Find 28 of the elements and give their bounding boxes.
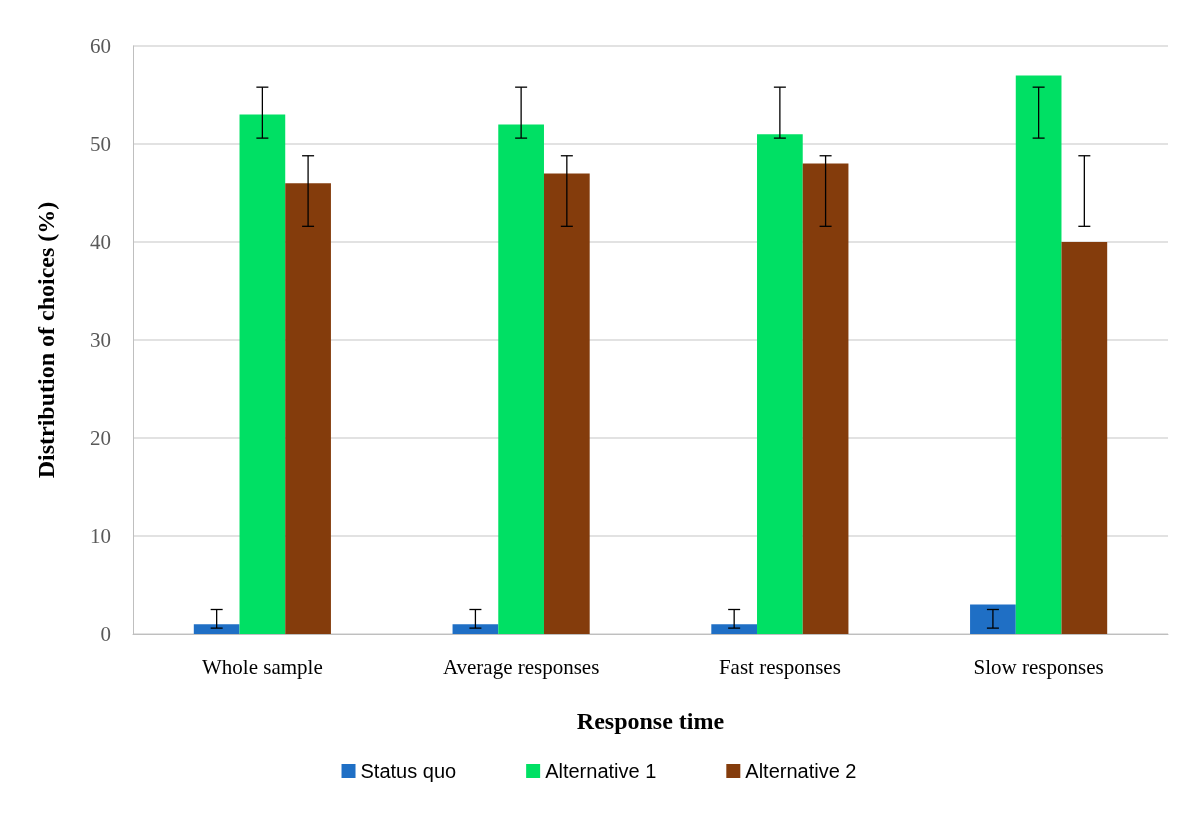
bar	[757, 134, 803, 634]
bar	[498, 124, 544, 634]
bar	[285, 183, 331, 634]
y-axis-title: Distribution of choices (%)	[33, 201, 59, 479]
x-tick-label: Slow responses	[973, 654, 1104, 679]
x-tick-label: Fast responses	[718, 654, 841, 679]
legend-label: Alternative 2	[745, 760, 857, 782]
x-tick-label: Whole sample	[202, 654, 323, 679]
bar	[543, 173, 590, 634]
bar	[239, 114, 286, 634]
x-tick-label: Average responses	[442, 654, 600, 679]
bar	[1061, 242, 1108, 634]
bar	[802, 163, 849, 634]
bar	[452, 624, 499, 634]
legend-label: Status quo	[360, 760, 457, 782]
y-tick-label: 0	[100, 622, 111, 646]
y-tick-label: 40	[90, 230, 111, 254]
bar	[970, 604, 1016, 634]
y-tick-label: 60	[90, 34, 111, 58]
legend-label: Alternative 1	[545, 760, 657, 782]
bar	[711, 624, 758, 634]
y-tick-label: 10	[90, 524, 111, 548]
x-axis-title: Response time	[576, 708, 725, 734]
bar	[193, 624, 240, 634]
bar	[1015, 75, 1062, 634]
y-tick-label: 30	[90, 328, 111, 352]
y-tick-label: 50	[90, 132, 111, 156]
y-tick-label: 20	[90, 426, 111, 450]
